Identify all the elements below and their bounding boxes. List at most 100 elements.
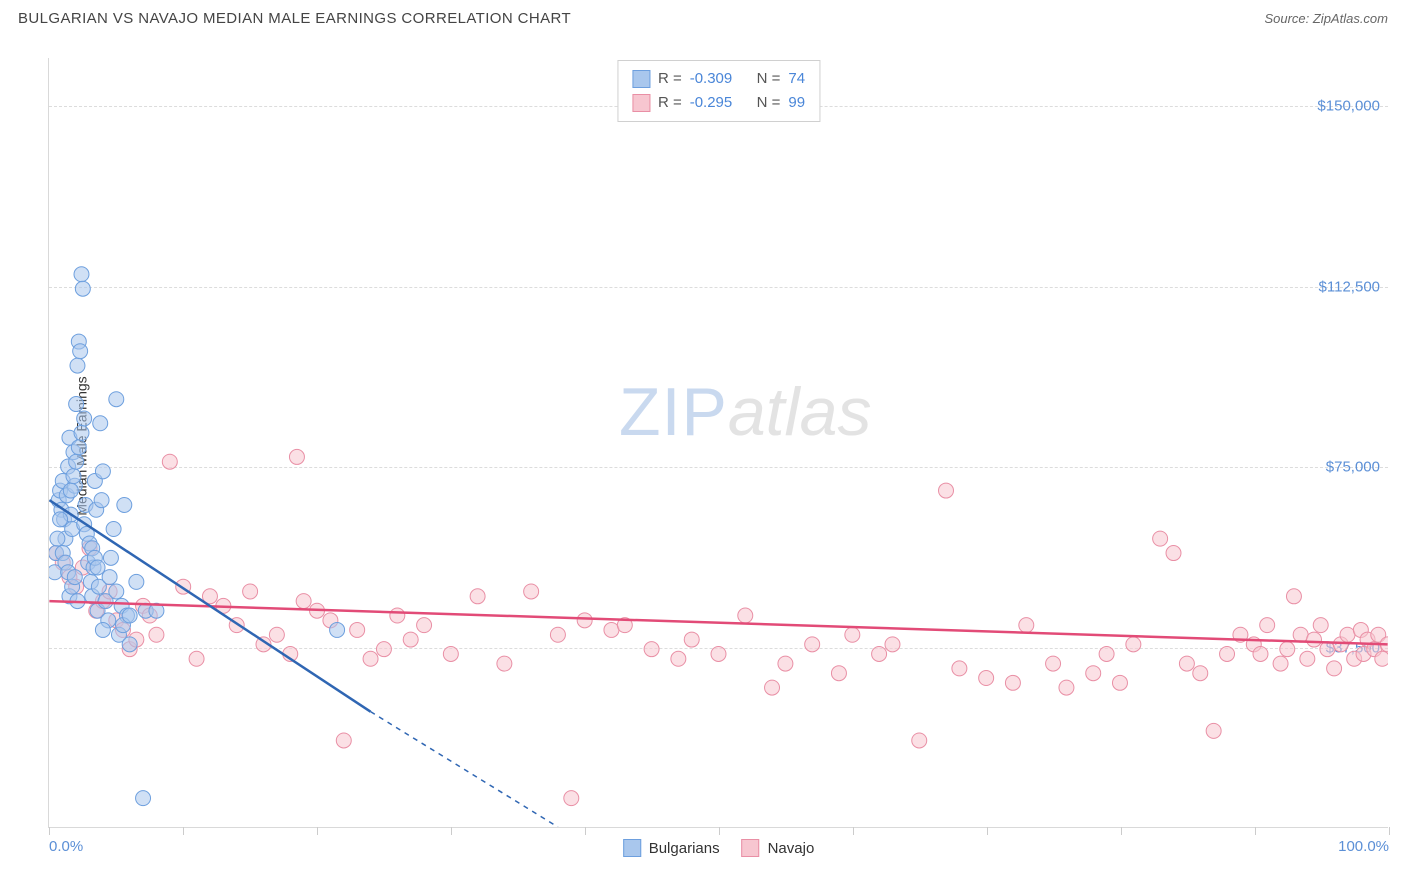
r-prefix: R = [658,91,682,115]
swatch-navajo [632,94,650,112]
data-point [69,397,84,412]
regression-line [49,601,1387,644]
data-point [1005,675,1020,690]
data-point [95,622,110,637]
data-point [738,608,753,623]
x-tick [183,827,184,835]
data-point [1260,618,1275,633]
data-point [711,646,726,661]
data-point [470,589,485,604]
n-prefix: N = [757,91,781,115]
r-value-navajo: -0.295 [690,91,733,115]
data-point [497,656,512,671]
correlation-stats-legend: R = -0.309 N = 74 R = -0.295 N = 99 [617,60,820,122]
legend-label-navajo: Navajo [768,840,815,857]
data-point [831,666,846,681]
x-tick [451,827,452,835]
data-point [109,392,124,407]
data-point [1126,637,1141,652]
data-point [69,454,84,469]
x-tick [317,827,318,835]
stats-row-bulgarians: R = -0.309 N = 74 [632,67,805,91]
n-value-navajo: 99 [788,91,805,115]
swatch-navajo-icon [742,839,760,857]
data-point [122,637,137,652]
x-tick [1121,827,1122,835]
x-tick-label: 0.0% [49,838,83,855]
data-point [1286,589,1301,604]
x-tick [49,827,50,835]
data-point [102,570,117,585]
data-point [136,791,151,806]
data-point [577,613,592,628]
x-tick [1255,827,1256,835]
r-prefix: R = [658,67,682,91]
swatch-bulgarians [632,70,650,88]
data-point [106,522,121,537]
x-tick [719,827,720,835]
legend-label-bulgarians: Bulgarians [649,840,720,857]
data-point [564,791,579,806]
data-point [1019,618,1034,633]
data-point [1300,651,1315,666]
data-point [67,570,82,585]
data-point [350,622,365,637]
data-point [53,512,68,527]
data-point [1327,661,1342,676]
data-point [296,594,311,609]
data-point [103,550,118,565]
data-point [684,632,699,647]
chart-title: BULGARIAN VS NAVAJO MEDIAN MALE EARNINGS… [18,10,571,27]
data-point [845,627,860,642]
data-point [979,671,994,686]
legend-item-bulgarians: Bulgarians [623,839,720,857]
x-tick-label: 100.0% [1338,838,1389,855]
n-prefix: N = [757,67,781,91]
data-point [63,483,78,498]
data-point [70,358,85,373]
data-point [363,651,378,666]
data-point [1313,618,1328,633]
data-point [952,661,967,676]
source-attribution: Source: ZipAtlas.com [1264,11,1388,26]
source-name: ZipAtlas.com [1313,11,1388,26]
legend-item-navajo: Navajo [742,839,815,857]
data-point [330,622,345,637]
data-point [644,642,659,657]
x-tick [1389,827,1390,835]
data-point [149,627,164,642]
data-point [117,497,132,512]
stats-row-navajo: R = -0.295 N = 99 [632,91,805,115]
x-tick [987,827,988,835]
data-point [604,622,619,637]
regression-line [371,712,558,827]
data-point [1307,632,1322,647]
data-point [74,425,89,440]
data-point [1046,656,1061,671]
data-point [74,267,89,282]
data-point [93,416,108,431]
data-point [109,584,124,599]
data-point [75,281,90,296]
data-point [77,411,92,426]
data-point [1059,680,1074,695]
data-point [1112,675,1127,690]
data-point [1179,656,1194,671]
data-point [1293,627,1308,642]
data-point [443,646,458,661]
data-point [765,680,780,695]
data-point [1340,627,1355,642]
data-point [129,574,144,589]
data-point [939,483,954,498]
data-point [162,454,177,469]
data-point [95,464,110,479]
data-point [122,608,137,623]
data-point [1320,642,1335,657]
data-point [336,733,351,748]
data-point [524,584,539,599]
data-point [1253,646,1268,661]
data-point [417,618,432,633]
scatter-plot-svg [49,58,1388,827]
data-point [885,637,900,652]
n-value-bulgarians: 74 [788,67,805,91]
